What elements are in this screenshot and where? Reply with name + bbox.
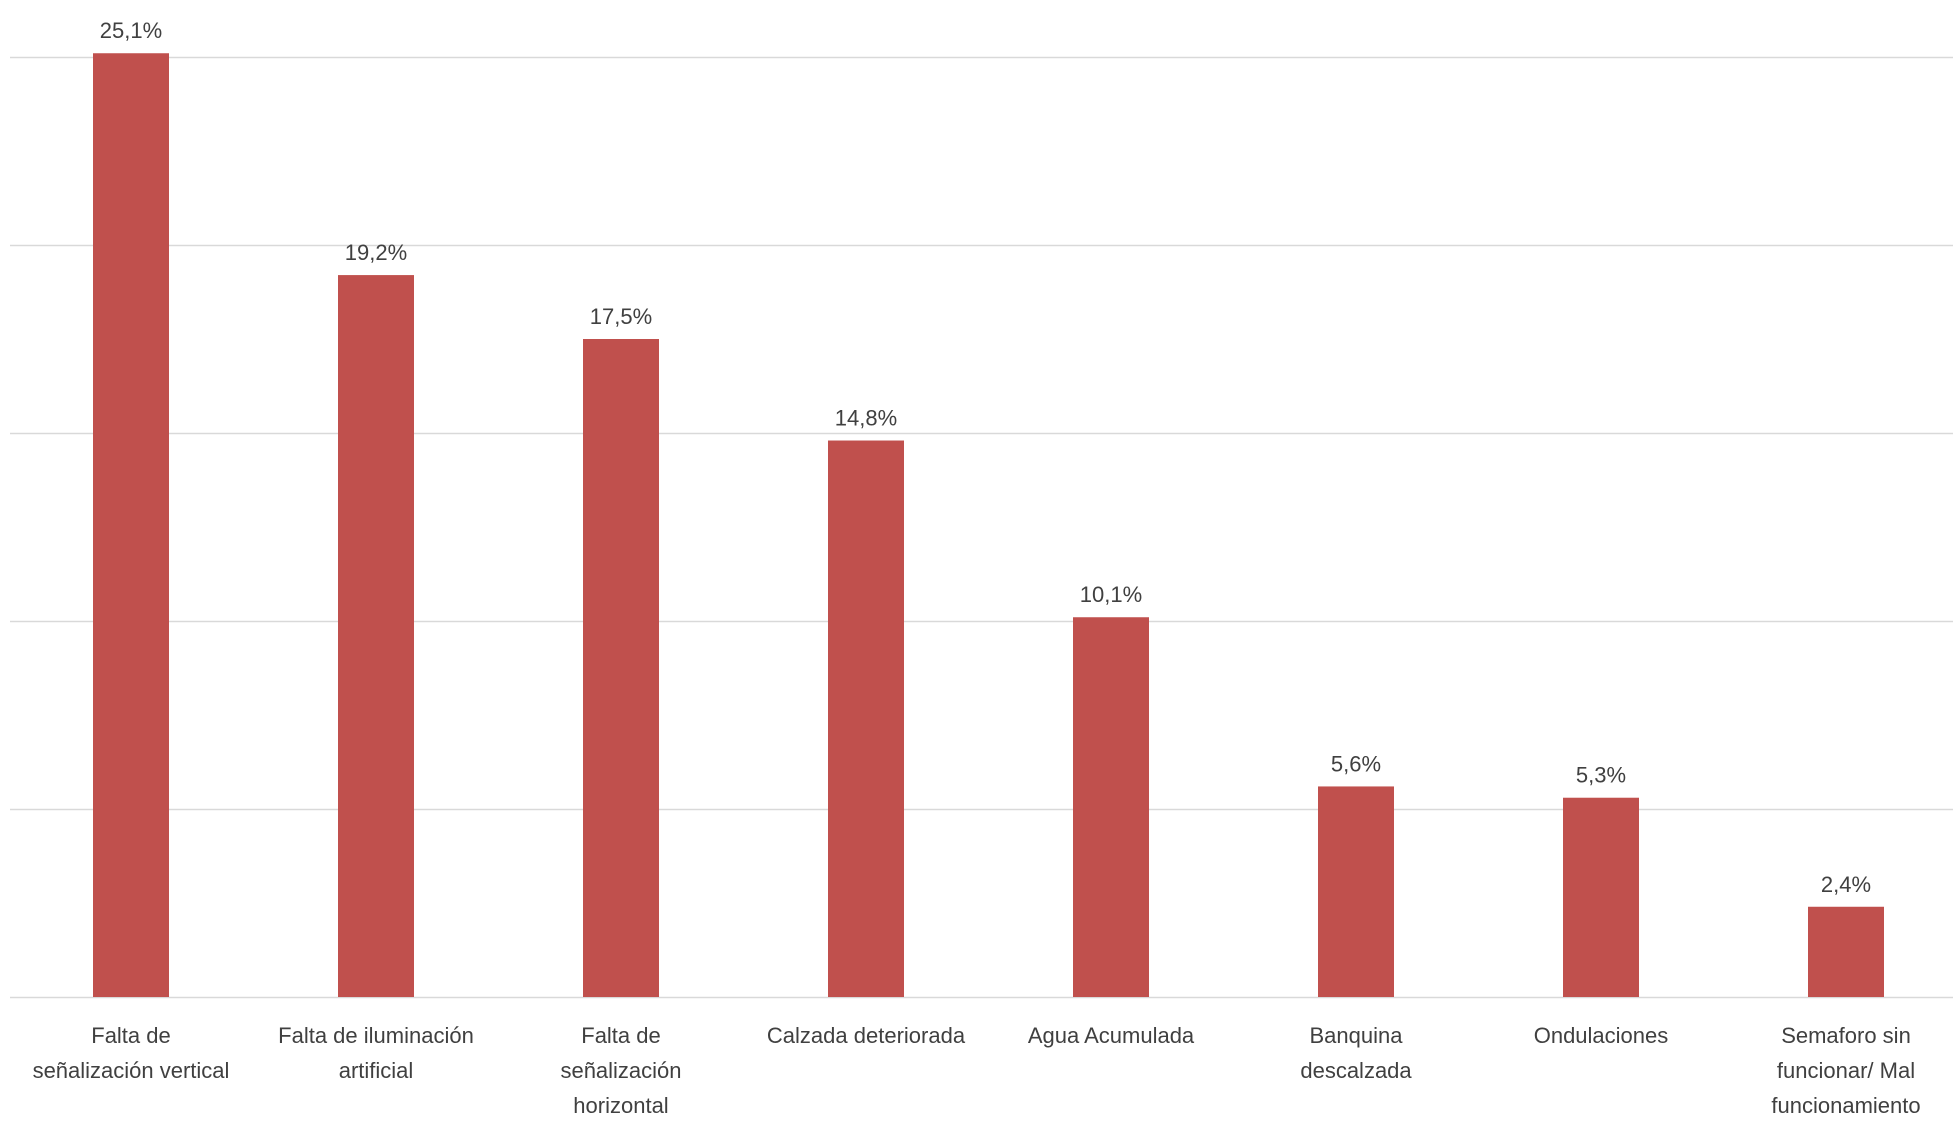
category-label: Banquina descalzada — [1300, 1023, 1412, 1083]
category-label: Semaforo sin funcionar/ Mal funcionamiento — [1771, 1023, 1920, 1118]
bars — [93, 53, 1884, 998]
category-label-line: Semaforo sin — [1781, 1023, 1911, 1048]
category-label-line: Calzada deteriorada — [767, 1023, 966, 1048]
data-label: 14,8% — [835, 406, 897, 431]
category-label-line: Banquina — [1310, 1023, 1404, 1048]
category-label: Ondulaciones — [1534, 1023, 1669, 1048]
data-label: 25,1% — [100, 18, 162, 43]
category-label-line: funcionamiento — [1771, 1093, 1920, 1118]
data-label: 19,2% — [345, 240, 407, 265]
category-label-line: funcionar/ Mal — [1777, 1058, 1915, 1083]
bar — [93, 53, 169, 998]
category-label-line: Falta de — [581, 1023, 661, 1048]
category-label-line: Falta de — [91, 1023, 171, 1048]
category-label-line: señalización — [560, 1058, 681, 1083]
category-label-line: Agua Acumulada — [1028, 1023, 1195, 1048]
category-label-line: Ondulaciones — [1534, 1023, 1669, 1048]
bar — [338, 275, 414, 998]
category-labels: Falta de señalización vertical Falta de il… — [33, 1023, 1921, 1118]
category-label: Falta de señalización vertical — [33, 1023, 230, 1083]
category-label: Calzada deteriorada — [767, 1023, 966, 1048]
category-label-line: artificial — [339, 1058, 414, 1083]
category-label-line: Falta de iluminación — [278, 1023, 474, 1048]
category-label: Agua Acumulada — [1028, 1023, 1195, 1048]
category-label-line: señalización vertical — [33, 1058, 230, 1083]
bar — [1563, 797, 1639, 997]
data-label: 10,1% — [1080, 582, 1142, 607]
category-label: Falta de iluminación artificial — [278, 1023, 474, 1083]
category-label-line: descalzada — [1300, 1058, 1412, 1083]
bar — [828, 440, 904, 997]
data-label: 5,6% — [1331, 751, 1381, 776]
bar — [1073, 617, 1149, 997]
bar — [583, 339, 659, 997]
category-label: Falta de señalización horizontal — [560, 1023, 681, 1118]
data-labels: 25,1% 19,2% 17,5% 14,8% 10,1% 5,6% 5,3% 2,4% — [100, 18, 1871, 897]
data-label: 5,3% — [1576, 763, 1626, 788]
category-label-line: horizontal — [573, 1093, 668, 1118]
bar — [1318, 786, 1394, 997]
bar — [1808, 906, 1884, 997]
data-label: 2,4% — [1821, 872, 1871, 897]
data-label: 17,5% — [590, 304, 652, 329]
gridlines — [10, 56, 1953, 999]
